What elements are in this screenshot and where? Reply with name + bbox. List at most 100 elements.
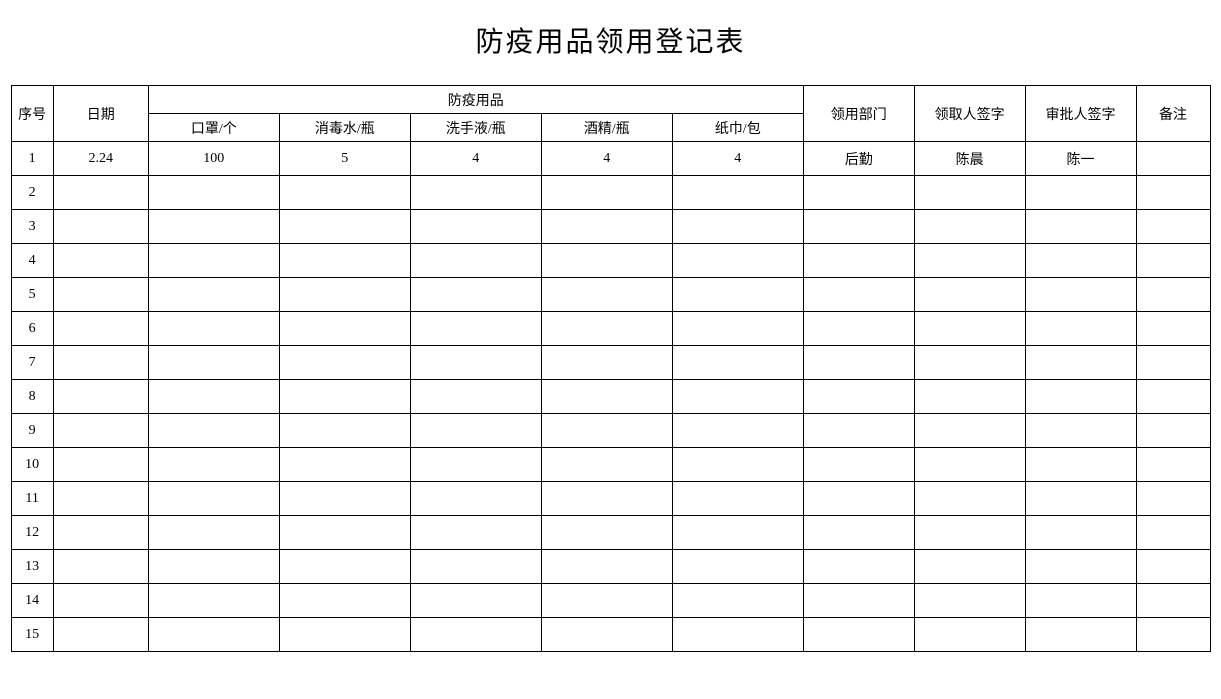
cell-date: [53, 176, 148, 210]
cell-supply-3: [541, 448, 672, 482]
cell-dept: [803, 550, 914, 584]
header-seq: 序号: [11, 86, 53, 142]
cell-note: [1136, 278, 1210, 312]
table-header: 序号 日期 防疫用品 领用部门 领取人签字 审批人签字 备注 口罩/个 消毒水/…: [11, 86, 1210, 142]
cell-dept: [803, 346, 914, 380]
cell-date: [53, 448, 148, 482]
table-row: 5: [11, 278, 1210, 312]
header-supplies-group: 防疫用品: [148, 86, 803, 114]
cell-dept: [803, 176, 914, 210]
cell-supply-1: [279, 176, 410, 210]
table-row: 12.241005444后勤陈晨陈一: [11, 142, 1210, 176]
cell-supply-2: [410, 550, 541, 584]
cell-seq: 11: [11, 482, 53, 516]
cell-supply-2: [410, 312, 541, 346]
cell-supply-3: [541, 176, 672, 210]
cell-dept: [803, 584, 914, 618]
cell-receiver-sign: [914, 380, 1025, 414]
cell-supply-1: [279, 380, 410, 414]
cell-seq: 8: [11, 380, 53, 414]
cell-supply-2: [410, 618, 541, 652]
cell-supply-0: [148, 516, 279, 550]
cell-note: [1136, 618, 1210, 652]
cell-supply-4: [672, 380, 803, 414]
cell-date: [53, 278, 148, 312]
cell-supply-4: 4: [672, 142, 803, 176]
cell-seq: 5: [11, 278, 53, 312]
cell-supply-2: [410, 278, 541, 312]
cell-supply-0: [148, 414, 279, 448]
cell-seq: 13: [11, 550, 53, 584]
cell-supply-1: [279, 414, 410, 448]
cell-supply-3: [541, 210, 672, 244]
cell-dept: [803, 244, 914, 278]
cell-note: [1136, 516, 1210, 550]
cell-supply-2: [410, 380, 541, 414]
cell-dept: [803, 482, 914, 516]
cell-supply-2: 4: [410, 142, 541, 176]
cell-approver-sign: [1025, 584, 1136, 618]
cell-supply-0: [148, 584, 279, 618]
cell-note: [1136, 550, 1210, 584]
cell-date: [53, 414, 148, 448]
cell-supply-2: [410, 210, 541, 244]
cell-dept: [803, 516, 914, 550]
table-row: 3: [11, 210, 1210, 244]
cell-supply-2: [410, 176, 541, 210]
cell-dept: 后勤: [803, 142, 914, 176]
cell-receiver-sign: [914, 210, 1025, 244]
cell-supply-3: [541, 244, 672, 278]
cell-supply-0: [148, 448, 279, 482]
header-supply-3: 酒精/瓶: [541, 114, 672, 142]
cell-seq: 14: [11, 584, 53, 618]
cell-receiver-sign: [914, 414, 1025, 448]
header-receiver-sign: 领取人签字: [914, 86, 1025, 142]
cell-supply-0: [148, 210, 279, 244]
cell-receiver-sign: [914, 278, 1025, 312]
cell-supply-1: [279, 618, 410, 652]
cell-receiver-sign: [914, 244, 1025, 278]
cell-supply-4: [672, 584, 803, 618]
table-row: 11: [11, 482, 1210, 516]
cell-supply-1: [279, 244, 410, 278]
cell-receiver-sign: [914, 312, 1025, 346]
cell-supply-4: [672, 482, 803, 516]
cell-supply-1: [279, 210, 410, 244]
cell-supply-4: [672, 312, 803, 346]
cell-seq: 9: [11, 414, 53, 448]
header-supply-2: 洗手液/瓶: [410, 114, 541, 142]
cell-date: [53, 380, 148, 414]
cell-approver-sign: [1025, 482, 1136, 516]
cell-supply-4: [672, 448, 803, 482]
cell-receiver-sign: [914, 448, 1025, 482]
cell-seq: 2: [11, 176, 53, 210]
cell-supply-2: [410, 516, 541, 550]
header-date: 日期: [53, 86, 148, 142]
cell-supply-4: [672, 176, 803, 210]
cell-supply-3: [541, 618, 672, 652]
cell-supply-3: 4: [541, 142, 672, 176]
cell-supply-0: [148, 278, 279, 312]
table-row: 4: [11, 244, 1210, 278]
cell-seq: 3: [11, 210, 53, 244]
cell-supply-0: [148, 380, 279, 414]
cell-supply-1: [279, 482, 410, 516]
cell-date: [53, 584, 148, 618]
table-row: 2: [11, 176, 1210, 210]
cell-supply-0: 100: [148, 142, 279, 176]
cell-supply-0: [148, 176, 279, 210]
cell-receiver-sign: [914, 618, 1025, 652]
cell-note: [1136, 584, 1210, 618]
cell-dept: [803, 380, 914, 414]
cell-note: [1136, 380, 1210, 414]
cell-receiver-sign: [914, 516, 1025, 550]
cell-dept: [803, 278, 914, 312]
cell-dept: [803, 312, 914, 346]
cell-supply-1: [279, 346, 410, 380]
cell-supply-3: [541, 584, 672, 618]
cell-note: [1136, 312, 1210, 346]
cell-receiver-sign: 陈晨: [914, 142, 1025, 176]
cell-supply-4: [672, 516, 803, 550]
header-note: 备注: [1136, 86, 1210, 142]
cell-approver-sign: [1025, 380, 1136, 414]
